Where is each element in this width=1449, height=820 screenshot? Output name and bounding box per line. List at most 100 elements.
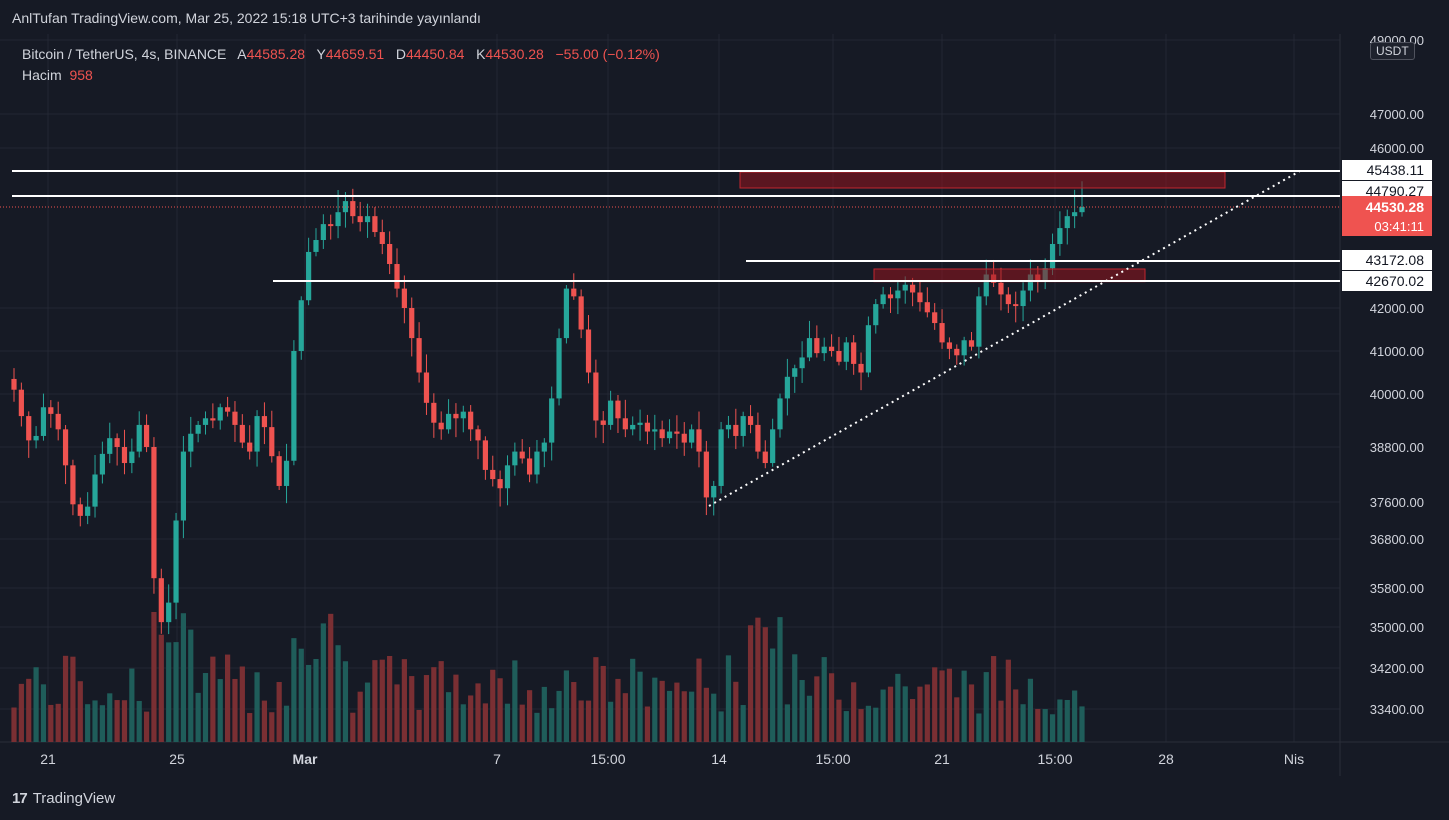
candle-body: [711, 485, 717, 498]
candle-body: [828, 346, 835, 351]
candle-body: [519, 451, 525, 459]
volume-bar: [18, 683, 24, 742]
candle-body: [202, 418, 209, 425]
candle-body: [887, 294, 894, 299]
candle-body: [755, 424, 761, 452]
time-tick-label: Mar: [293, 751, 318, 767]
candle-body: [799, 357, 805, 369]
candle-body: [416, 338, 422, 373]
candle-body: [585, 329, 592, 373]
candle-body: [1057, 228, 1063, 244]
level-price-label: 43172.08: [1366, 252, 1425, 268]
volume-bar: [166, 642, 172, 742]
level-price-box: [1342, 160, 1432, 180]
volume-bar: [320, 623, 326, 742]
volume-bar: [976, 713, 982, 742]
candle-body: [387, 243, 393, 265]
last-price-label: 44530.28: [1366, 199, 1425, 215]
volume-bar: [733, 681, 739, 742]
candle-body: [460, 411, 466, 419]
candle-body: [99, 453, 105, 475]
volume-bar: [497, 678, 503, 742]
volume-bar: [409, 676, 415, 742]
volume-bar: [512, 660, 518, 742]
candle-body: [880, 294, 886, 305]
candle-body: [504, 465, 511, 489]
volume-bar: [92, 700, 98, 742]
candle-body: [195, 424, 201, 434]
candle-body: [637, 422, 643, 425]
chart-area[interactable]: 49000.00 47000.00 46000.00 42000.00 41000.00…: [0, 33, 1449, 776]
price-tick-label: 36800.00: [1370, 532, 1424, 547]
candle-body: [431, 402, 437, 423]
publish-info: AnlTufan TradingView.com, Mar 25, 2022 1…: [12, 10, 481, 26]
candle-body: [718, 429, 724, 486]
candle-body: [261, 416, 268, 428]
candle-body: [526, 458, 533, 475]
candle-body: [939, 323, 945, 343]
volume-bar: [593, 657, 599, 742]
volume-bar: [26, 678, 32, 742]
price-tick-label: 46000.00: [1370, 141, 1424, 156]
volume-bar: [711, 693, 717, 742]
candle-body: [490, 469, 496, 480]
candle-body: [1049, 243, 1056, 269]
candle-body: [247, 442, 253, 452]
volume-bar: [313, 659, 319, 742]
candle-body: [350, 201, 356, 217]
price-tick-label: 38800.00: [1370, 440, 1424, 455]
candle-body: [291, 351, 297, 461]
candle-body: [593, 372, 599, 421]
candle-body: [225, 407, 231, 412]
symbol-name[interactable]: Bitcoin / TetherUS, 4s, BINANCE: [22, 46, 227, 62]
volume-bar: [445, 692, 452, 742]
volume-bar: [55, 703, 61, 742]
candle-body: [283, 460, 290, 486]
candle-body: [843, 342, 849, 362]
volume-bar: [895, 673, 901, 742]
candle-body: [563, 288, 570, 339]
candle-body: [48, 407, 54, 414]
candle-body: [85, 506, 91, 516]
high-value: 44659.51: [325, 46, 385, 62]
footer-brand[interactable]: 17 TradingView: [12, 790, 115, 807]
volume-bar: [85, 704, 91, 742]
candle-body: [725, 424, 732, 430]
candle-body: [1020, 290, 1026, 307]
volume-bar: [276, 682, 282, 742]
volume-bar: [998, 700, 1004, 742]
candle-body: [578, 296, 584, 330]
candle-body: [173, 520, 179, 603]
candle-body: [600, 420, 606, 425]
candle-body: [364, 216, 371, 223]
volume-bar: [350, 712, 356, 742]
volume-bar: [114, 700, 120, 742]
volume-bar: [62, 655, 69, 742]
volume-bar: [1027, 678, 1034, 742]
level-price-label: 45438.11: [1367, 162, 1425, 178]
currency-badge[interactable]: USDT: [1370, 42, 1415, 60]
volume-bar: [725, 655, 732, 742]
candle-body: [1027, 274, 1034, 291]
volume-label[interactable]: Hacim: [22, 67, 62, 83]
candle-body: [136, 424, 142, 452]
price-tick-label: 35000.00: [1370, 620, 1424, 635]
time-tick-label: 21: [934, 751, 950, 767]
candle-body: [313, 240, 319, 252]
price-chart[interactable]: 49000.0047000.0046000.0042000.0041000.00…: [0, 33, 1449, 776]
candle-body: [232, 411, 238, 425]
candle-body: [932, 312, 938, 324]
volume-bar: [335, 645, 341, 742]
volume-bar: [961, 670, 967, 742]
candle-body: [121, 447, 128, 464]
volume-bar: [453, 674, 459, 742]
candle-body: [276, 456, 282, 486]
open-value: 44585.28: [246, 46, 306, 62]
candle-body: [210, 418, 216, 421]
candle-body: [217, 407, 223, 421]
candle-body: [239, 424, 245, 443]
volume-row: Hacim 958: [22, 65, 660, 86]
candle-body: [320, 224, 326, 241]
candle-body: [792, 368, 798, 377]
candle-body: [254, 416, 260, 452]
